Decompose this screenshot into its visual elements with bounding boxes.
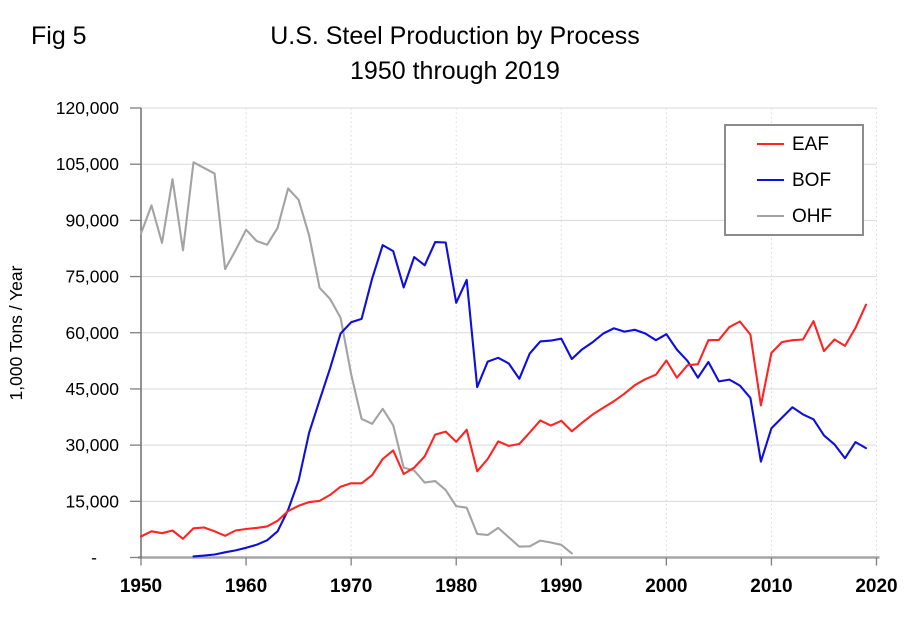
y-tick-label: 30,000: [65, 435, 119, 455]
legend-label-ohf: OHF: [792, 205, 833, 227]
eaf-line: [139, 303, 868, 540]
y-tick-label: 105,000: [56, 154, 120, 174]
legend: EAF BOF OHF: [724, 124, 864, 236]
legend-label-eaf: EAF: [792, 133, 829, 155]
x-tick-label: 1980: [435, 576, 477, 597]
legend-item-bof: BOF: [726, 164, 862, 197]
chart-title: U.S. Steel Production by Process 1950 th…: [0, 0, 910, 86]
legend-line-sample-bof: [757, 179, 784, 181]
x-tick-label: 1950: [120, 576, 162, 597]
x-tick-label: 1990: [540, 576, 582, 597]
y-axis-title: 1,000 Tons / Year: [6, 265, 26, 400]
figure-number-label: Fig 5: [31, 22, 87, 50]
chart-title-line2: 1950 through 2019: [350, 57, 560, 85]
y-tick-label: -: [91, 548, 97, 568]
legend-item-ohf: OHF: [726, 200, 862, 233]
legend-item-eaf: EAF: [726, 128, 862, 161]
x-tick-label: 2020: [855, 576, 897, 597]
y-tick-label: 15,000: [65, 491, 119, 511]
y-tick-label: 120,000: [56, 98, 120, 118]
x-tick-label: 1960: [225, 576, 267, 597]
legend-label-bof: BOF: [792, 169, 832, 191]
x-tick-label: 2010: [750, 576, 792, 597]
y-tick-label: 90,000: [65, 210, 119, 230]
y-tick-label: 75,000: [65, 267, 119, 287]
legend-line-sample-eaf: [757, 143, 784, 145]
chart-title-line1: U.S. Steel Production by Process: [270, 22, 640, 50]
y-tick-label: 60,000: [65, 323, 119, 343]
bof-line: [192, 241, 868, 558]
ohf-line: [139, 161, 573, 555]
y-tick-label: 45,000: [65, 379, 119, 399]
legend-line-sample-ohf: [757, 215, 784, 217]
x-tick-label: 2000: [645, 576, 687, 597]
x-tick-label: 1970: [330, 576, 372, 597]
